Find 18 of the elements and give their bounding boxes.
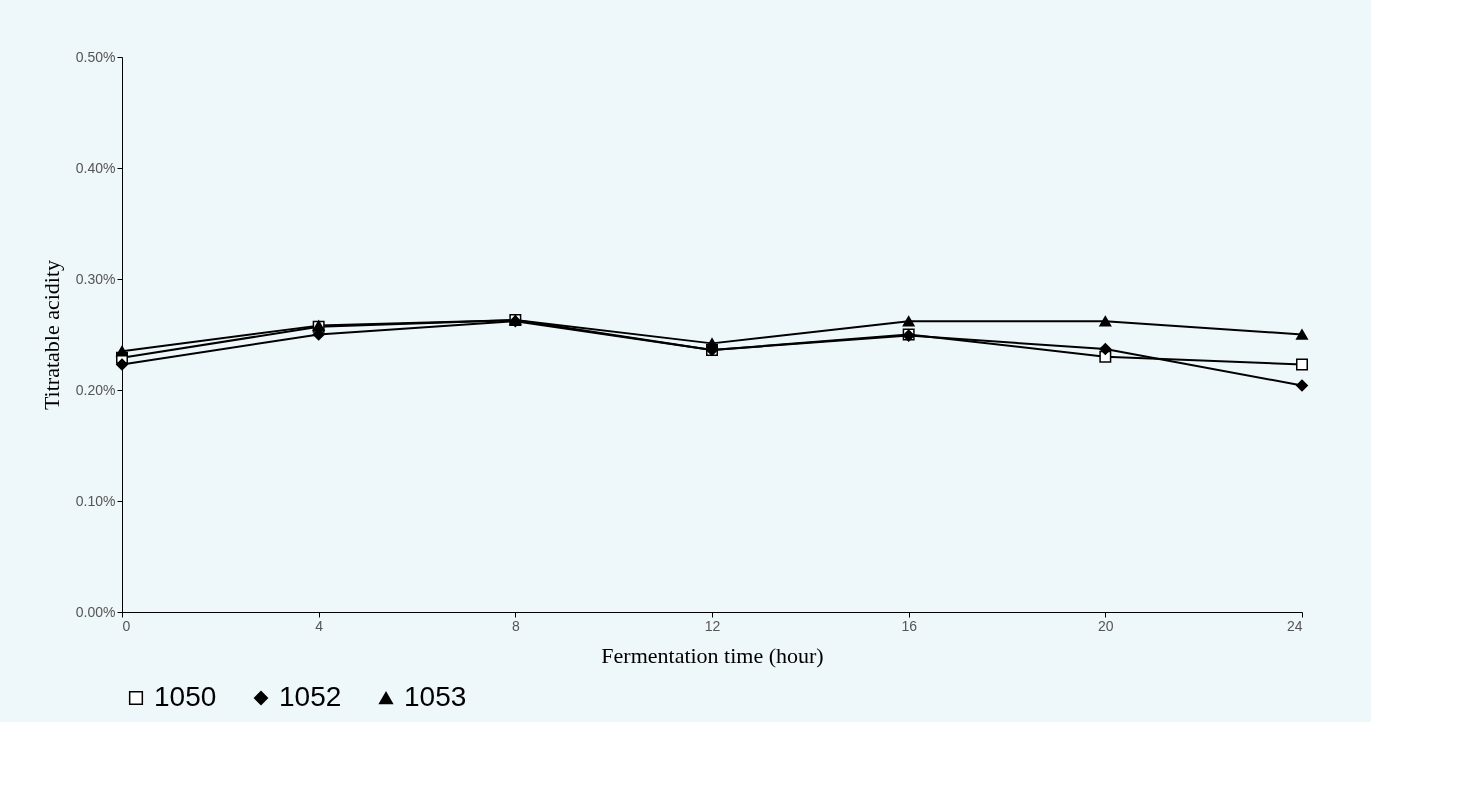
x-tick-label: 16	[901, 617, 918, 634]
y-tick-label: 0.50%	[75, 48, 116, 65]
x-tick-label: 0	[122, 617, 131, 634]
legend-label: 1053	[404, 681, 467, 712]
legend-label: 1052	[279, 681, 342, 712]
y-tick-label: 0.10%	[75, 492, 116, 509]
y-axis-title: Titratable acidity	[38, 259, 64, 411]
x-tick-label: 24	[1286, 617, 1303, 634]
x-tick-label: 4	[315, 617, 324, 634]
y-tick-label: 0.40%	[75, 159, 116, 176]
x-tick-label: 8	[511, 617, 520, 634]
y-tick-label: 0.30%	[75, 270, 116, 287]
x-axis-title: Fermentation time (hour)	[601, 642, 824, 668]
y-tick-label: 0.20%	[75, 381, 116, 398]
x-tick-label: 12	[704, 617, 721, 634]
x-tick-label: 20	[1098, 617, 1114, 634]
y-tick-label: 0.00%	[75, 603, 116, 620]
legend-label: 1050	[154, 681, 217, 712]
